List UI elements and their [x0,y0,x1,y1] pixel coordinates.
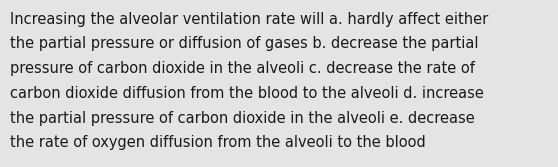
Text: pressure of carbon dioxide in the alveoli c. decrease the rate of: pressure of carbon dioxide in the alveol… [10,61,475,76]
Text: the partial pressure of carbon dioxide in the alveoli e. decrease: the partial pressure of carbon dioxide i… [10,111,475,126]
Text: carbon dioxide diffusion from the blood to the alveoli d. increase: carbon dioxide diffusion from the blood … [10,86,484,101]
Text: the rate of oxygen diffusion from the alveoli to the blood: the rate of oxygen diffusion from the al… [10,135,426,150]
Text: the partial pressure or diffusion of gases b. decrease the partial: the partial pressure or diffusion of gas… [10,36,479,51]
Text: Increasing the alveolar ventilation rate will a. hardly affect either: Increasing the alveolar ventilation rate… [10,12,488,27]
